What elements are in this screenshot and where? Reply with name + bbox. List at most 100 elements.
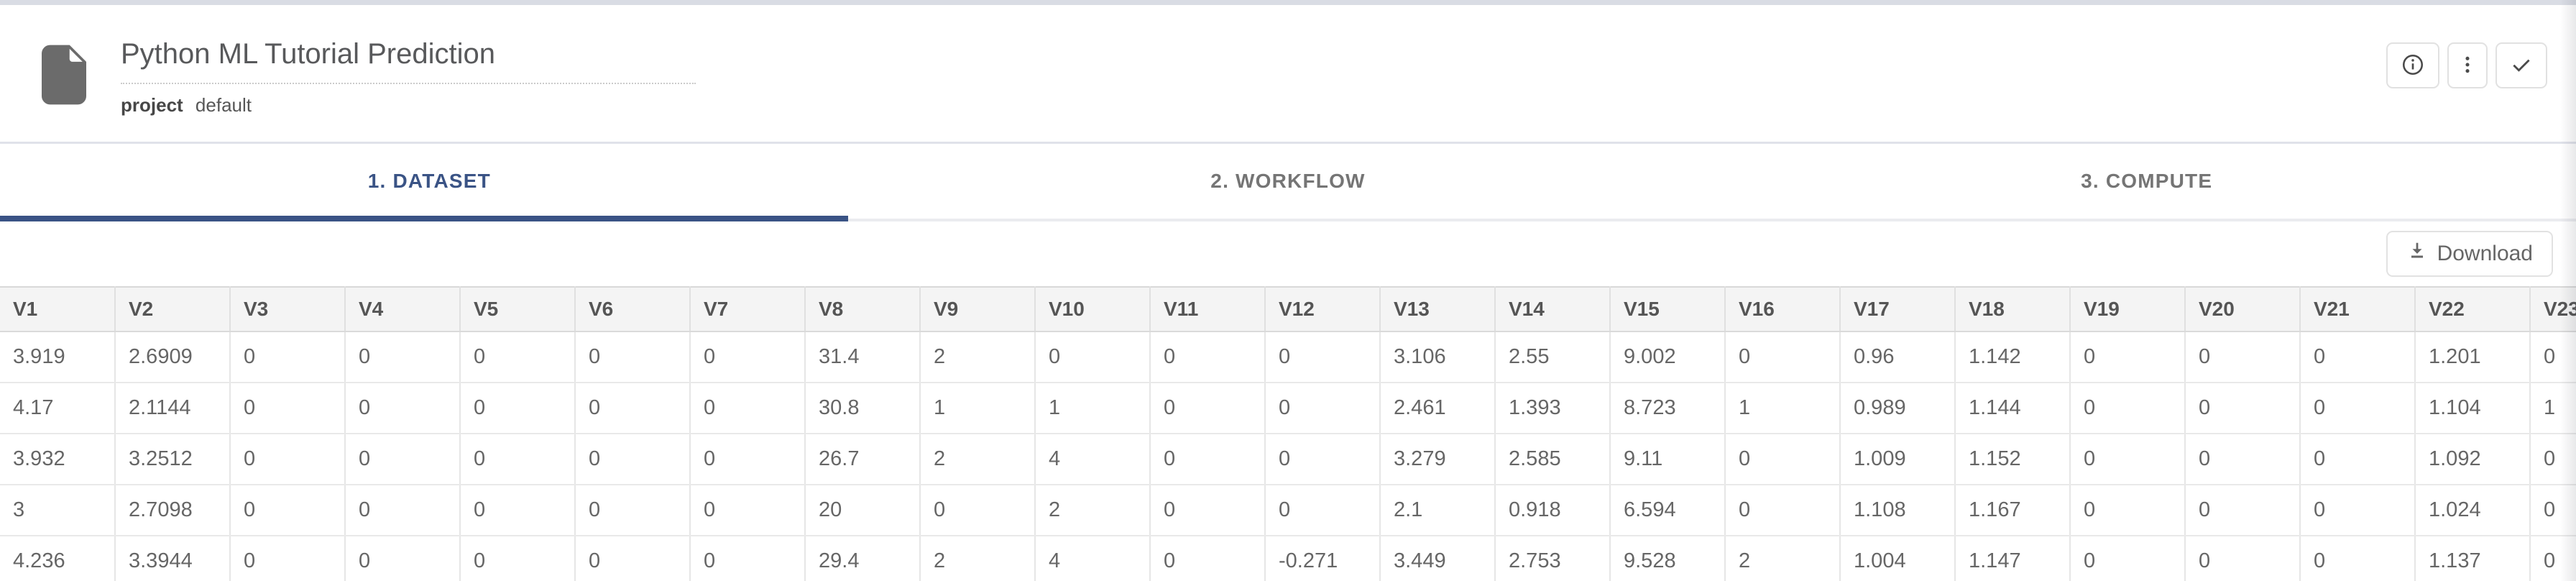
tab-bar: 1. DATASET 2. WORKFLOW 3. COMPUTE (0, 142, 2576, 221)
table-cell: 1.024 (2415, 485, 2531, 536)
confirm-button[interactable] (2496, 42, 2547, 88)
table-cell: 0 (690, 434, 806, 485)
table-cell: 0 (1035, 331, 1151, 383)
table-cell: 0 (1150, 383, 1266, 434)
table-cell: 0 (2185, 485, 2301, 536)
table-cell: 2 (1035, 485, 1151, 536)
table-cell: 3.3944 (115, 536, 231, 581)
table-cell: 0 (2185, 331, 2301, 383)
table-cell: 0 (345, 485, 461, 536)
table-cell: 0 (230, 434, 346, 485)
column-header-v9: V9 (920, 287, 1036, 332)
download-icon (2406, 240, 2428, 267)
table-cell: 1.393 (1495, 383, 1611, 434)
dataset-table: V1 V2 V3 V4 V5 V6 V7 V8 V9 V10 V11 V12 V13 V14 V15 V16 V… (0, 286, 2576, 581)
table-cell: 0.96 (1840, 331, 1956, 383)
column-header-v22: V22 (2415, 287, 2531, 332)
table-cell: 0 (345, 383, 461, 434)
table-cell: 0.989 (1840, 383, 1956, 434)
content-area: Download V1 V2 V3 V4 V5 V6 V7 V8 V9 V10 V11 V12 V13 V… (0, 221, 2576, 581)
table-cell: 2 (920, 536, 1036, 581)
table-cell: 0 (1150, 331, 1266, 383)
column-header-v4: V4 (345, 287, 461, 332)
table-cell: 4 (1035, 536, 1151, 581)
tab-dataset[interactable]: 1. DATASET (367, 170, 491, 192)
table-cell: 0 (2300, 485, 2416, 536)
table-row: 4.17 2.1144 0 0 0 0 0 30.8 1 1 0 0 2.461 1.393 8.723 1 0… (0, 383, 2576, 434)
column-header-v20: V20 (2185, 287, 2301, 332)
table-cell: 1.144 (1955, 383, 2071, 434)
table-cell: 0 (575, 536, 691, 581)
top-border-strip (0, 0, 2576, 5)
table-cell: 0 (2070, 331, 2186, 383)
table-cell: 1.201 (2415, 331, 2531, 383)
column-header-v13: V13 (1380, 287, 1496, 332)
table-cell: 0 (2300, 331, 2416, 383)
column-header-v6: V6 (575, 287, 691, 332)
column-header-v18: V18 (1955, 287, 2071, 332)
table-cell: 2.7098 (115, 485, 231, 536)
kebab-menu-icon (2456, 53, 2479, 78)
table-cell: 20 (805, 485, 921, 536)
column-header-v17: V17 (1840, 287, 1956, 332)
table-cell: 0 (1150, 434, 1266, 485)
column-header-v11: V11 (1150, 287, 1266, 332)
table-cell: 0 (1265, 434, 1381, 485)
table-cell: 2.753 (1495, 536, 1611, 581)
more-options-button[interactable] (2447, 42, 2488, 88)
table-cell: 1.142 (1955, 331, 2071, 383)
table-cell: 0 (345, 331, 461, 383)
table-cell: 0 (920, 485, 1036, 536)
download-button[interactable]: Download (2386, 231, 2553, 277)
table-cell: 0 (2070, 536, 2186, 581)
info-button[interactable] (2386, 42, 2439, 88)
table-cell: 0 (230, 331, 346, 383)
table-cell: 4.236 (0, 536, 116, 581)
table-cell: 0 (2070, 434, 2186, 485)
page-title[interactable]: Python ML Tutorial Prediction (121, 37, 696, 84)
table-cell: 1.104 (2415, 383, 2531, 434)
table-cell: 0 (230, 383, 346, 434)
table-cell: 4.17 (0, 383, 116, 434)
table-cell: 3 (0, 485, 116, 536)
table-cell: 0 (2530, 434, 2576, 485)
table-cell: 1 (920, 383, 1036, 434)
table-cell: 2.55 (1495, 331, 1611, 383)
table-cell: 0 (575, 331, 691, 383)
column-header-v16: V16 (1725, 287, 1841, 332)
table-cell: 9.002 (1610, 331, 1726, 383)
table-cell: 0 (1265, 383, 1381, 434)
table-cell: 0 (690, 383, 806, 434)
table-cell: 0 (1725, 485, 1841, 536)
table-cell: 0 (2530, 485, 2576, 536)
table-cell: 9.528 (1610, 536, 1726, 581)
table-cell: 3.279 (1380, 434, 1496, 485)
column-header-v12: V12 (1265, 287, 1381, 332)
column-header-v5: V5 (460, 287, 576, 332)
table-cell: 0 (690, 331, 806, 383)
tab-compute[interactable]: 3. COMPUTE (2081, 170, 2213, 192)
active-tab-underline (0, 216, 848, 221)
table-cell: 0 (2300, 383, 2416, 434)
column-header-v19: V19 (2070, 287, 2186, 332)
table-cell: 8.723 (1610, 383, 1726, 434)
project-label: project (121, 94, 183, 116)
file-icon (42, 42, 86, 107)
table-body: 3.919 2.6909 0 0 0 0 0 31.4 2 0 0 0 3.106 2.55 9.002 0 0… (0, 331, 2576, 581)
table-cell: 0 (345, 536, 461, 581)
table-cell: 1.108 (1840, 485, 1956, 536)
table-cell: 1.137 (2415, 536, 2531, 581)
table-cell: 0 (690, 536, 806, 581)
table-cell: 0 (460, 485, 576, 536)
column-header-v8: V8 (805, 287, 921, 332)
table-cell: 0 (230, 485, 346, 536)
tab-workflow[interactable]: 2. WORKFLOW (1210, 170, 1366, 192)
table-cell: 0 (460, 434, 576, 485)
info-icon (2401, 52, 2425, 79)
table-cell: -0.271 (1265, 536, 1381, 581)
table-row: 3.932 3.2512 0 0 0 0 0 26.7 2 4 0 0 3.279 2.585 9.11 0 1… (0, 434, 2576, 485)
table-cell: 0 (1150, 536, 1266, 581)
table-cell: 1 (1035, 383, 1151, 434)
page-header: Python ML Tutorial Prediction project de… (0, 5, 2576, 142)
